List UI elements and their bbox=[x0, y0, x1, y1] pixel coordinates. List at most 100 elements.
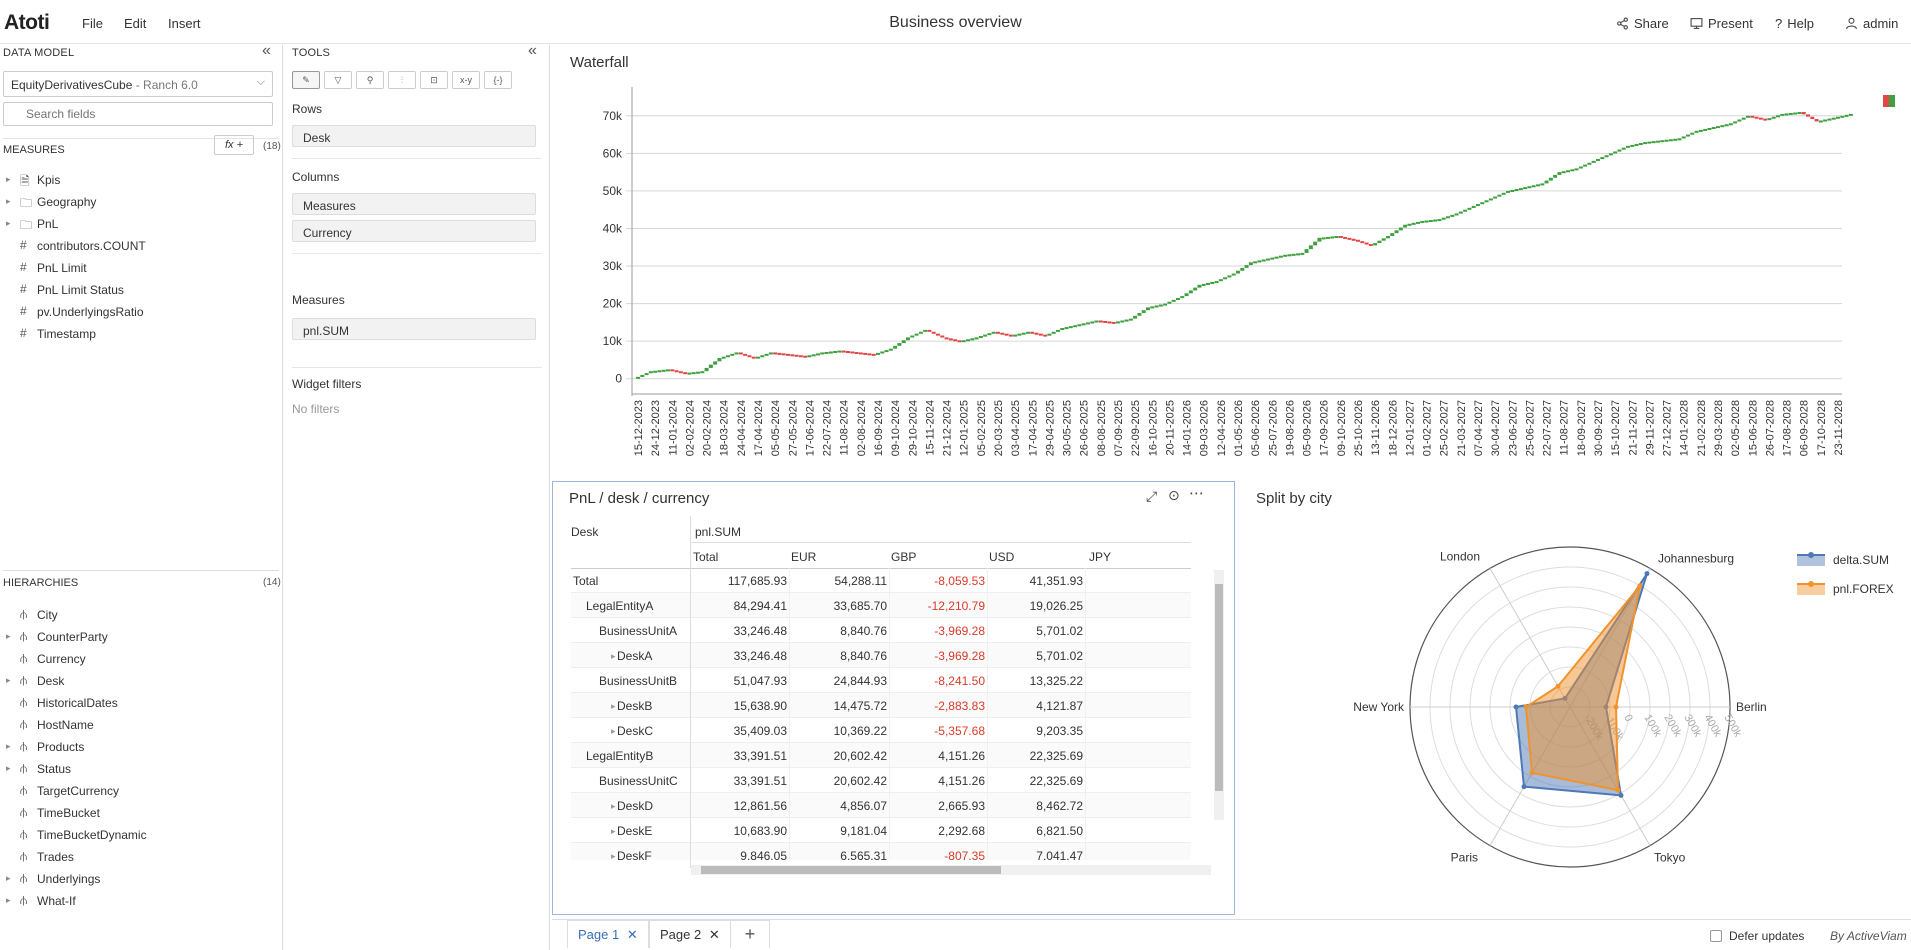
waterfall-bar[interactable] bbox=[661, 369, 666, 372]
table-cell[interactable]: 9,846.05 bbox=[740, 849, 787, 860]
waterfall-widget[interactable]: Waterfall 0 10k 20k 30k 40k 50k 60k 70k 15-12-20… bbox=[552, 45, 1911, 477]
menu-file[interactable]: File bbox=[82, 16, 103, 31]
waterfall-bar[interactable] bbox=[1193, 287, 1198, 291]
waterfall-bar[interactable] bbox=[906, 337, 910, 341]
waterfall-bar[interactable] bbox=[1283, 254, 1288, 257]
waterfall-bar[interactable] bbox=[1660, 140, 1665, 143]
waterfall-bar[interactable] bbox=[1090, 321, 1095, 324]
waterfall-bar[interactable] bbox=[1703, 128, 1708, 131]
waterfall-bar[interactable] bbox=[828, 351, 833, 354]
waterfall-bar[interactable] bbox=[910, 335, 915, 338]
waterfall-bar[interactable] bbox=[897, 343, 902, 346]
table-cell[interactable]: 4,121.87 bbox=[1036, 699, 1083, 713]
table-cell[interactable]: 8,840.76 bbox=[840, 649, 887, 663]
waterfall-bar[interactable] bbox=[1651, 141, 1656, 144]
waterfall-bar[interactable] bbox=[1446, 216, 1450, 219]
waterfall-bar[interactable] bbox=[1728, 123, 1733, 126]
waterfall-bar[interactable] bbox=[1501, 192, 1506, 195]
expand-caret-icon[interactable]: ▸ bbox=[611, 826, 616, 836]
expand-caret-icon[interactable]: ▸ bbox=[6, 631, 11, 641]
waterfall-bar[interactable] bbox=[674, 370, 679, 373]
waterfall-bar[interactable] bbox=[1278, 255, 1283, 258]
waterfall-bar[interactable] bbox=[751, 356, 756, 359]
table-cell[interactable]: 2,292.68 bbox=[938, 824, 985, 838]
waterfall-bar[interactable] bbox=[1081, 323, 1086, 326]
waterfall-bar[interactable] bbox=[708, 364, 713, 368]
waterfall-bar[interactable] bbox=[1128, 318, 1133, 321]
waterfall-bar[interactable] bbox=[1711, 127, 1716, 130]
waterfall-bar[interactable] bbox=[1664, 139, 1669, 142]
waterfall-bar[interactable] bbox=[644, 373, 649, 376]
waterfall-bar[interactable] bbox=[1223, 277, 1228, 280]
waterfall-bar[interactable] bbox=[1420, 220, 1425, 223]
waterfall-bar[interactable] bbox=[1116, 321, 1120, 324]
waterfall-bar[interactable] bbox=[1613, 151, 1618, 154]
table-cell[interactable]: 20,602.42 bbox=[833, 774, 887, 788]
table-cell[interactable]: 33,246.48 bbox=[733, 624, 787, 638]
waterfall-bar[interactable] bbox=[1557, 172, 1562, 175]
waterfall-bar[interactable] bbox=[1784, 113, 1789, 116]
waterfall-bar[interactable] bbox=[700, 371, 705, 374]
waterfall-bar[interactable] bbox=[816, 353, 820, 356]
pivot-column-header[interactable]: JPY bbox=[1089, 550, 1112, 564]
waterfall-bar[interactable] bbox=[1668, 139, 1673, 142]
waterfall-bar[interactable] bbox=[1574, 168, 1579, 171]
waterfall-bar[interactable] bbox=[1707, 127, 1712, 130]
waterfall-bar[interactable] bbox=[1390, 233, 1395, 236]
expand-caret-icon[interactable]: ▸ bbox=[611, 851, 616, 860]
waterfall-bar[interactable] bbox=[923, 329, 928, 332]
waterfall-bar[interactable] bbox=[936, 333, 940, 336]
waterfall-bar[interactable] bbox=[1227, 275, 1232, 278]
table-cell[interactable]: 5,701.02 bbox=[1036, 624, 1083, 638]
waterfall-bar[interactable] bbox=[666, 369, 670, 372]
tab-filter-icon[interactable]: ▽ bbox=[324, 71, 352, 89]
waterfall-bar[interactable] bbox=[1043, 334, 1048, 337]
waterfall-bar[interactable] bbox=[1373, 243, 1378, 246]
columns-chip-measures[interactable]: Measures bbox=[292, 193, 536, 215]
waterfall-bar[interactable] bbox=[1313, 241, 1318, 246]
legend-label[interactable]: delta.SUM bbox=[1833, 553, 1889, 567]
defer-updates-checkbox[interactable] bbox=[1710, 930, 1722, 942]
waterfall-bar[interactable] bbox=[867, 353, 872, 356]
waterfall-bar[interactable] bbox=[648, 371, 653, 374]
waterfall-bar[interactable] bbox=[1244, 265, 1249, 268]
waterfall-bar[interactable] bbox=[871, 353, 876, 356]
waterfall-bar[interactable] bbox=[1750, 115, 1755, 118]
waterfall-bar[interactable] bbox=[1068, 326, 1073, 329]
waterfall-bar[interactable] bbox=[1767, 118, 1772, 121]
waterfall-bar[interactable] bbox=[948, 338, 953, 341]
table-cell[interactable]: 54,288.11 bbox=[834, 574, 888, 588]
waterfall-bar[interactable] bbox=[1527, 186, 1532, 189]
more-options-icon[interactable]: ⋯ bbox=[1189, 485, 1204, 502]
waterfall-bar[interactable] bbox=[1056, 329, 1060, 332]
waterfall-bar[interactable] bbox=[1647, 141, 1652, 144]
expand-caret-icon[interactable]: ▸ bbox=[6, 675, 11, 685]
waterfall-bar[interactable] bbox=[1818, 120, 1823, 123]
defer-updates[interactable]: Defer updates bbox=[1710, 929, 1804, 943]
waterfall-bar[interactable] bbox=[1368, 243, 1373, 246]
waterfall-bar[interactable] bbox=[1428, 220, 1433, 223]
waterfall-bar[interactable] bbox=[1540, 183, 1545, 186]
waterfall-bar[interactable] bbox=[1197, 284, 1202, 288]
waterfall-bar[interactable] bbox=[1827, 118, 1832, 121]
waterfall-bar[interactable] bbox=[1154, 305, 1159, 308]
waterfall-bar[interactable] bbox=[794, 354, 799, 357]
waterfall-bar[interactable] bbox=[1643, 142, 1648, 145]
radar-point[interactable] bbox=[1644, 571, 1650, 577]
waterfall-bar[interactable] bbox=[1493, 196, 1498, 199]
waterfall-bar[interactable] bbox=[1518, 188, 1523, 191]
table-row[interactable]: ▸ DeskC 35,409.03 10,369.22 -5,357.68 9,203.3… bbox=[571, 718, 1191, 743]
table-cell[interactable]: 6,821.50 bbox=[1036, 824, 1083, 838]
waterfall-bar[interactable] bbox=[1210, 282, 1215, 285]
waterfall-bar[interactable] bbox=[1437, 219, 1442, 222]
table-cell[interactable]: 4,151.26 bbox=[938, 774, 985, 788]
waterfall-bar[interactable] bbox=[1124, 319, 1129, 322]
waterfall-bar[interactable] bbox=[1476, 204, 1480, 207]
table-cell[interactable]: -2,883.83 bbox=[934, 699, 985, 713]
waterfall-bar[interactable] bbox=[1403, 224, 1408, 228]
waterfall-bar[interactable] bbox=[1698, 129, 1703, 132]
waterfall-bar[interactable] bbox=[1630, 144, 1635, 147]
radar-point[interactable] bbox=[1529, 770, 1535, 776]
table-cell[interactable]: 15,638.90 bbox=[733, 699, 787, 713]
waterfall-bar[interactable] bbox=[781, 353, 786, 356]
